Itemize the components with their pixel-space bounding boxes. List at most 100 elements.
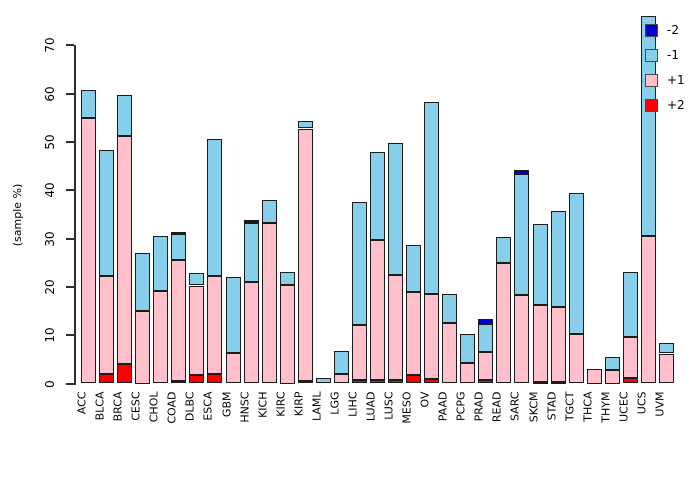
bar-segment-LAML--1 bbox=[315, 377, 331, 384]
bar-segment-ESCA-+1 bbox=[207, 276, 223, 374]
y-tick-label: 0 bbox=[43, 379, 57, 388]
x-label-GBM: GBM bbox=[220, 391, 233, 417]
bar-segment-PAAD-+1 bbox=[442, 323, 458, 384]
x-label-SARC: SARC bbox=[508, 391, 522, 421]
legend-swatch-+2 bbox=[645, 99, 658, 112]
legend-label: -1 bbox=[667, 48, 679, 62]
bar-segment-DLBC-+1 bbox=[189, 285, 205, 376]
x-label-CHOL: CHOL bbox=[147, 391, 161, 422]
bar-segment-HNSC--1 bbox=[243, 222, 259, 283]
legend-label: -2 bbox=[667, 23, 679, 37]
x-label-PCPG: PCPG bbox=[454, 391, 468, 421]
bar-segment-LGG-+1 bbox=[333, 373, 349, 384]
bar-segment-ACC-+1 bbox=[81, 117, 96, 384]
bar-segment-MESO-+1 bbox=[406, 291, 422, 376]
bar-segment-BRCA-+1 bbox=[117, 135, 133, 365]
bar-segment-ESCA--1 bbox=[207, 138, 223, 277]
x-label-PRAD: PRAD bbox=[472, 391, 486, 421]
bar-segment-UCS--1 bbox=[640, 15, 656, 237]
bar-segment-PRAD--1 bbox=[478, 323, 494, 353]
bar-segment-DLBC-+2 bbox=[189, 375, 205, 384]
x-label-COAD: COAD bbox=[165, 391, 179, 424]
bar-segment-LUAD-+1 bbox=[370, 240, 385, 381]
bar-segment-CHOL--1 bbox=[153, 236, 169, 292]
bar-segment-LIHC-+1 bbox=[351, 324, 367, 380]
bar-segment-KIRP-+2 bbox=[297, 381, 313, 384]
bar-segment-GBM--1 bbox=[225, 277, 241, 353]
bar-segment-TGCT-+1 bbox=[568, 333, 584, 384]
legend-swatch--2 bbox=[645, 24, 658, 37]
bar-segment-KIRP--1 bbox=[297, 121, 313, 129]
x-label-TGCT: TGCT bbox=[563, 391, 577, 421]
y-tick-label: 40 bbox=[43, 182, 57, 198]
x-label-KICH: KICH bbox=[256, 391, 270, 418]
bar-segment-PAAD--1 bbox=[442, 294, 458, 324]
legend-label: +2 bbox=[667, 98, 685, 112]
x-label-READ: READ bbox=[490, 391, 504, 422]
y-axis-title: (sample %) bbox=[11, 183, 24, 247]
x-label-ACC: ACC bbox=[75, 391, 89, 414]
x-label-THCA: THCA bbox=[581, 391, 595, 422]
bar-segment-CESC--1 bbox=[135, 253, 151, 312]
bar-segment-UCEC-+2 bbox=[622, 377, 638, 384]
y-tick bbox=[66, 141, 74, 143]
x-label-LUAD: LUAD bbox=[364, 391, 378, 421]
y-tick bbox=[66, 382, 74, 385]
bar-segment-LUAD-+2 bbox=[370, 380, 385, 384]
bar-segment-OV--1 bbox=[424, 102, 440, 294]
bar-segment-MESO-+2 bbox=[406, 375, 422, 384]
bar-segment-KIRP-+1 bbox=[297, 128, 313, 382]
x-label-UCEC: UCEC bbox=[617, 391, 631, 422]
x-label-OV: OV bbox=[418, 391, 432, 407]
y-tick bbox=[66, 189, 74, 192]
bar-segment-ACC--1 bbox=[81, 90, 96, 118]
y-axis-line bbox=[74, 45, 76, 385]
bar-segment-UCEC-+1 bbox=[622, 336, 638, 378]
bar-segment-THCA-+1 bbox=[586, 368, 602, 384]
bar-segment-COAD--2 bbox=[171, 231, 187, 235]
y-tick bbox=[66, 92, 74, 95]
bar-segment-HNSC--2 bbox=[243, 220, 259, 223]
bar-segment-GBM-+1 bbox=[225, 353, 241, 384]
x-label-PAAD: PAAD bbox=[436, 391, 450, 421]
bar-segment-BRCA-+2 bbox=[117, 364, 133, 384]
bar-segment-LUAD--1 bbox=[370, 152, 385, 240]
bar-segment-CESC-+1 bbox=[135, 311, 151, 384]
bar-segment-UVM--1 bbox=[658, 343, 674, 354]
bar-segment-LGG--1 bbox=[333, 350, 349, 374]
x-label-MESO: MESO bbox=[400, 391, 414, 424]
bar-segment-KICH--1 bbox=[261, 200, 277, 224]
x-label-LUSC: LUSC bbox=[382, 391, 396, 420]
y-tick-label: 70 bbox=[43, 37, 57, 54]
bar-segment-READ-+1 bbox=[496, 263, 512, 384]
bar-segment-PRAD-+2 bbox=[478, 380, 494, 384]
x-label-SKCM: SKCM bbox=[527, 391, 540, 422]
bar-segment-COAD--1 bbox=[171, 234, 187, 261]
x-label-LGG: LGG bbox=[328, 391, 342, 415]
bar-segment-COAD-+2 bbox=[171, 381, 187, 384]
x-label-LAML: LAML bbox=[310, 391, 324, 421]
bar-segment-LIHC--1 bbox=[351, 202, 367, 325]
bar-segment-DLBC--1 bbox=[189, 273, 205, 286]
x-label-UCS: UCS bbox=[635, 391, 649, 414]
y-tick bbox=[66, 44, 74, 47]
y-tick-label: 60 bbox=[43, 86, 57, 102]
y-tick-label: 20 bbox=[43, 279, 57, 295]
bar-segment-KIRC-+1 bbox=[279, 285, 295, 384]
bar-segment-SKCM-+1 bbox=[532, 304, 548, 383]
bar-segment-COAD-+1 bbox=[171, 260, 187, 382]
bar-segment-READ--1 bbox=[496, 237, 512, 264]
bar-segment-SARC--1 bbox=[514, 174, 530, 296]
bar-segment-UCS-+1 bbox=[640, 236, 656, 384]
y-tick bbox=[66, 285, 74, 288]
bar-segment-LIHC-+2 bbox=[351, 379, 367, 384]
bar-segment-SKCM-+2 bbox=[532, 382, 548, 385]
bar-segment-THYM--1 bbox=[604, 356, 620, 370]
bar-segment-UVM-+1 bbox=[658, 353, 674, 384]
bar-segment-OV-+1 bbox=[424, 293, 440, 379]
legend-label: +1 bbox=[667, 73, 685, 87]
y-tick-label: 30 bbox=[43, 230, 57, 247]
bar-segment-BLCA--1 bbox=[99, 150, 115, 276]
bar-segment-STAD--1 bbox=[550, 211, 566, 308]
